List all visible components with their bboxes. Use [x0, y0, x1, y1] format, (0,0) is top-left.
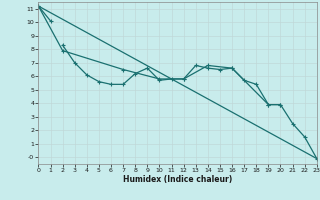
X-axis label: Humidex (Indice chaleur): Humidex (Indice chaleur) [123, 175, 232, 184]
